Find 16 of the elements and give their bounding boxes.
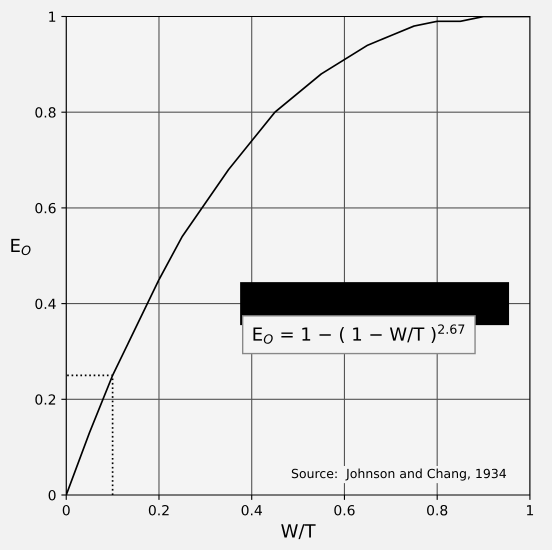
y-tick-label: 0.4 <box>35 298 56 310</box>
x-tick-label: 1 <box>527 505 534 516</box>
x-tick-label: 0.8 <box>427 504 448 516</box>
y-tick-label: 0.8 <box>35 107 56 118</box>
y-tick-label: 0.2 <box>35 394 56 405</box>
x-tick-label: 0 <box>62 504 70 516</box>
annotation: E$_{O}$ = 1 − ( 1 − W/T )$^{2.67}$ <box>253 324 464 344</box>
annotation: Source: Johnson and Chang, 1934 <box>292 468 506 481</box>
x-tick-label: 0.2 <box>148 504 169 516</box>
x-tick-label: 0.4 <box>242 504 262 516</box>
x-tick-label: 0.6 <box>334 504 355 516</box>
y-tick-label: 1 <box>49 12 56 22</box>
y-tick-label: 0 <box>48 490 56 500</box>
x-axis-title: W/T <box>281 524 316 540</box>
y-tick-label: 0.6 <box>35 202 56 214</box>
y-axis-title: E$_{O}$ <box>11 238 31 256</box>
